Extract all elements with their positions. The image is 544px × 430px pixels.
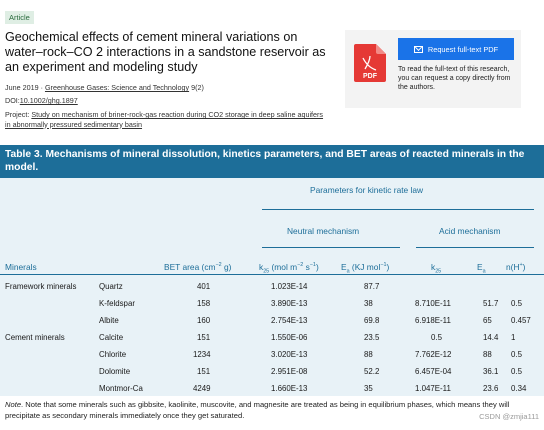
row-k-acid: 0.5 <box>431 333 442 342</box>
journal-issue: 9(2) <box>191 83 204 92</box>
neutral-mechanism-header: Neutral mechanism <box>287 226 360 236</box>
row-bet: 160 <box>197 316 211 325</box>
row-k-neutral: 3.020E-13 <box>271 350 308 359</box>
row-k-acid: 6.457E-04 <box>415 367 452 376</box>
request-fulltext-button[interactable]: Request full-text PDF <box>398 38 514 60</box>
row-ea-acid: 88 <box>483 350 492 359</box>
row-k-neutral: 1.550E-06 <box>271 333 308 342</box>
row-ea-neutral: 52.2 <box>364 367 380 376</box>
publication-date: June 2019 <box>5 83 39 92</box>
row-ea-acid: 23.6 <box>483 384 499 393</box>
row-k-neutral: 2.951E-08 <box>271 367 308 376</box>
row-k-acid: 1.047E-11 <box>415 384 451 393</box>
envelope-icon <box>413 45 423 53</box>
pdf-icon-label: PDF <box>363 73 378 80</box>
request-button-label: Request full-text PDF <box>427 44 499 54</box>
row-n: 0.5 <box>511 299 522 308</box>
row-ea-acid: 36.1 <box>483 367 499 376</box>
row-mineral: Albite <box>99 316 119 325</box>
row-ea-neutral: 69.8 <box>364 316 380 325</box>
row-n: 1 <box>511 333 516 342</box>
row-n: 0.5 <box>511 367 522 376</box>
row-ea-acid: 51.7 <box>483 299 499 308</box>
project-line: Project: Study on mechanism of briner-ro… <box>5 110 325 129</box>
row-n: 0.34 <box>511 384 527 393</box>
row-mineral: Chlorite <box>99 350 127 359</box>
row-k-neutral: 2.754E-13 <box>271 316 308 325</box>
row-bet: 1234 <box>193 350 211 359</box>
col-header-ea-acid: Ea <box>477 262 486 275</box>
row-n: 0.5 <box>511 350 522 359</box>
row-k-neutral: 1.660E-13 <box>271 384 308 393</box>
row-k-acid: 7.762E-12 <box>415 350 452 359</box>
row-ea-neutral: 35 <box>364 384 373 393</box>
row-bet: 151 <box>197 333 211 342</box>
row-mineral: Dolomite <box>99 367 131 376</box>
doi-line: DOI:10.1002/ghg.1897 <box>5 96 78 105</box>
row-bet: 151 <box>197 367 211 376</box>
journal-link[interactable]: Greenhouse Gases: Science and Technology <box>44 83 190 92</box>
row-ea-acid: 65 <box>483 316 492 325</box>
table-note: Note. Note that some minerals such as gi… <box>5 400 540 421</box>
row-bet: 401 <box>197 282 211 291</box>
row-group: Cement minerals <box>5 333 65 342</box>
neutral-header-rule <box>262 247 400 248</box>
kinetic-params-header: Parameters for kinetic rate law <box>310 185 424 195</box>
row-ea-neutral: 87.7 <box>364 282 380 291</box>
row-k-neutral: 1.023E-14 <box>271 282 308 291</box>
row-bet: 158 <box>197 299 211 308</box>
doi-label: DOI: <box>5 96 20 105</box>
acid-header-rule <box>416 247 534 248</box>
pdf-file-icon: PDF <box>354 44 386 82</box>
row-k-neutral: 3.890E-13 <box>271 299 308 308</box>
request-fulltext-card: PDF Request full-text PDF To read the fu… <box>345 30 521 108</box>
project-label: Project: <box>5 110 30 119</box>
col-header-k25-neutral: k25 (mol m−2 s−1) <box>259 262 319 275</box>
col-header-k25-acid: k25 <box>431 262 442 275</box>
publication-info: June 2019 · Greenhouse Gases: Science an… <box>5 83 204 92</box>
group-header-rule <box>262 209 534 210</box>
row-ea-neutral: 88 <box>364 350 373 359</box>
data-table: Parameters for kinetic rate law Neutral … <box>0 178 544 396</box>
acid-mechanism-header: Acid mechanism <box>439 226 501 236</box>
project-link[interactable]: Study on mechanism of briner-rock-gas re… <box>5 110 324 129</box>
row-n: 0.457 <box>511 316 531 325</box>
col-header-ea-neutral: Ea (KJ mol−1) <box>341 262 390 275</box>
article-title[interactable]: Geochemical effects of cement mineral va… <box>5 30 326 75</box>
row-mineral: Montmor-Ca <box>99 384 143 393</box>
request-description: To read the full-text of this research, … <box>398 66 511 91</box>
table-caption: Table 3. Mechanisms of mineral dissoluti… <box>0 145 544 178</box>
col-header-n-h: n(H+) <box>506 262 526 272</box>
note-text: . Note that some minerals such as gibbsi… <box>5 400 510 420</box>
col-header-minerals: Minerals <box>5 262 37 272</box>
doi-link[interactable]: 10.1002/ghg.1897 <box>19 96 78 105</box>
article-type-badge: Article <box>5 11 34 24</box>
row-k-acid: 6.918E-11 <box>415 316 451 325</box>
row-ea-neutral: 23.5 <box>364 333 380 342</box>
row-k-acid: 8.710E-11 <box>415 299 451 308</box>
col-header-bet-area: BET area (cm−2 g) <box>164 262 232 272</box>
row-mineral: K-feldspar <box>99 299 135 308</box>
row-mineral: Quartz <box>99 282 123 291</box>
row-ea-acid: 14.4 <box>483 333 499 342</box>
row-ea-neutral: 38 <box>364 299 373 308</box>
article-header: Article Geochemical effects of cement mi… <box>0 0 544 144</box>
column-header-rule <box>0 274 544 275</box>
row-mineral: Calcite <box>99 333 124 342</box>
note-label: Note <box>5 400 22 409</box>
watermark-text: CSDN @zmjia111 <box>479 412 539 421</box>
row-bet: 4249 <box>193 384 211 393</box>
row-group: Framework minerals <box>5 282 77 291</box>
